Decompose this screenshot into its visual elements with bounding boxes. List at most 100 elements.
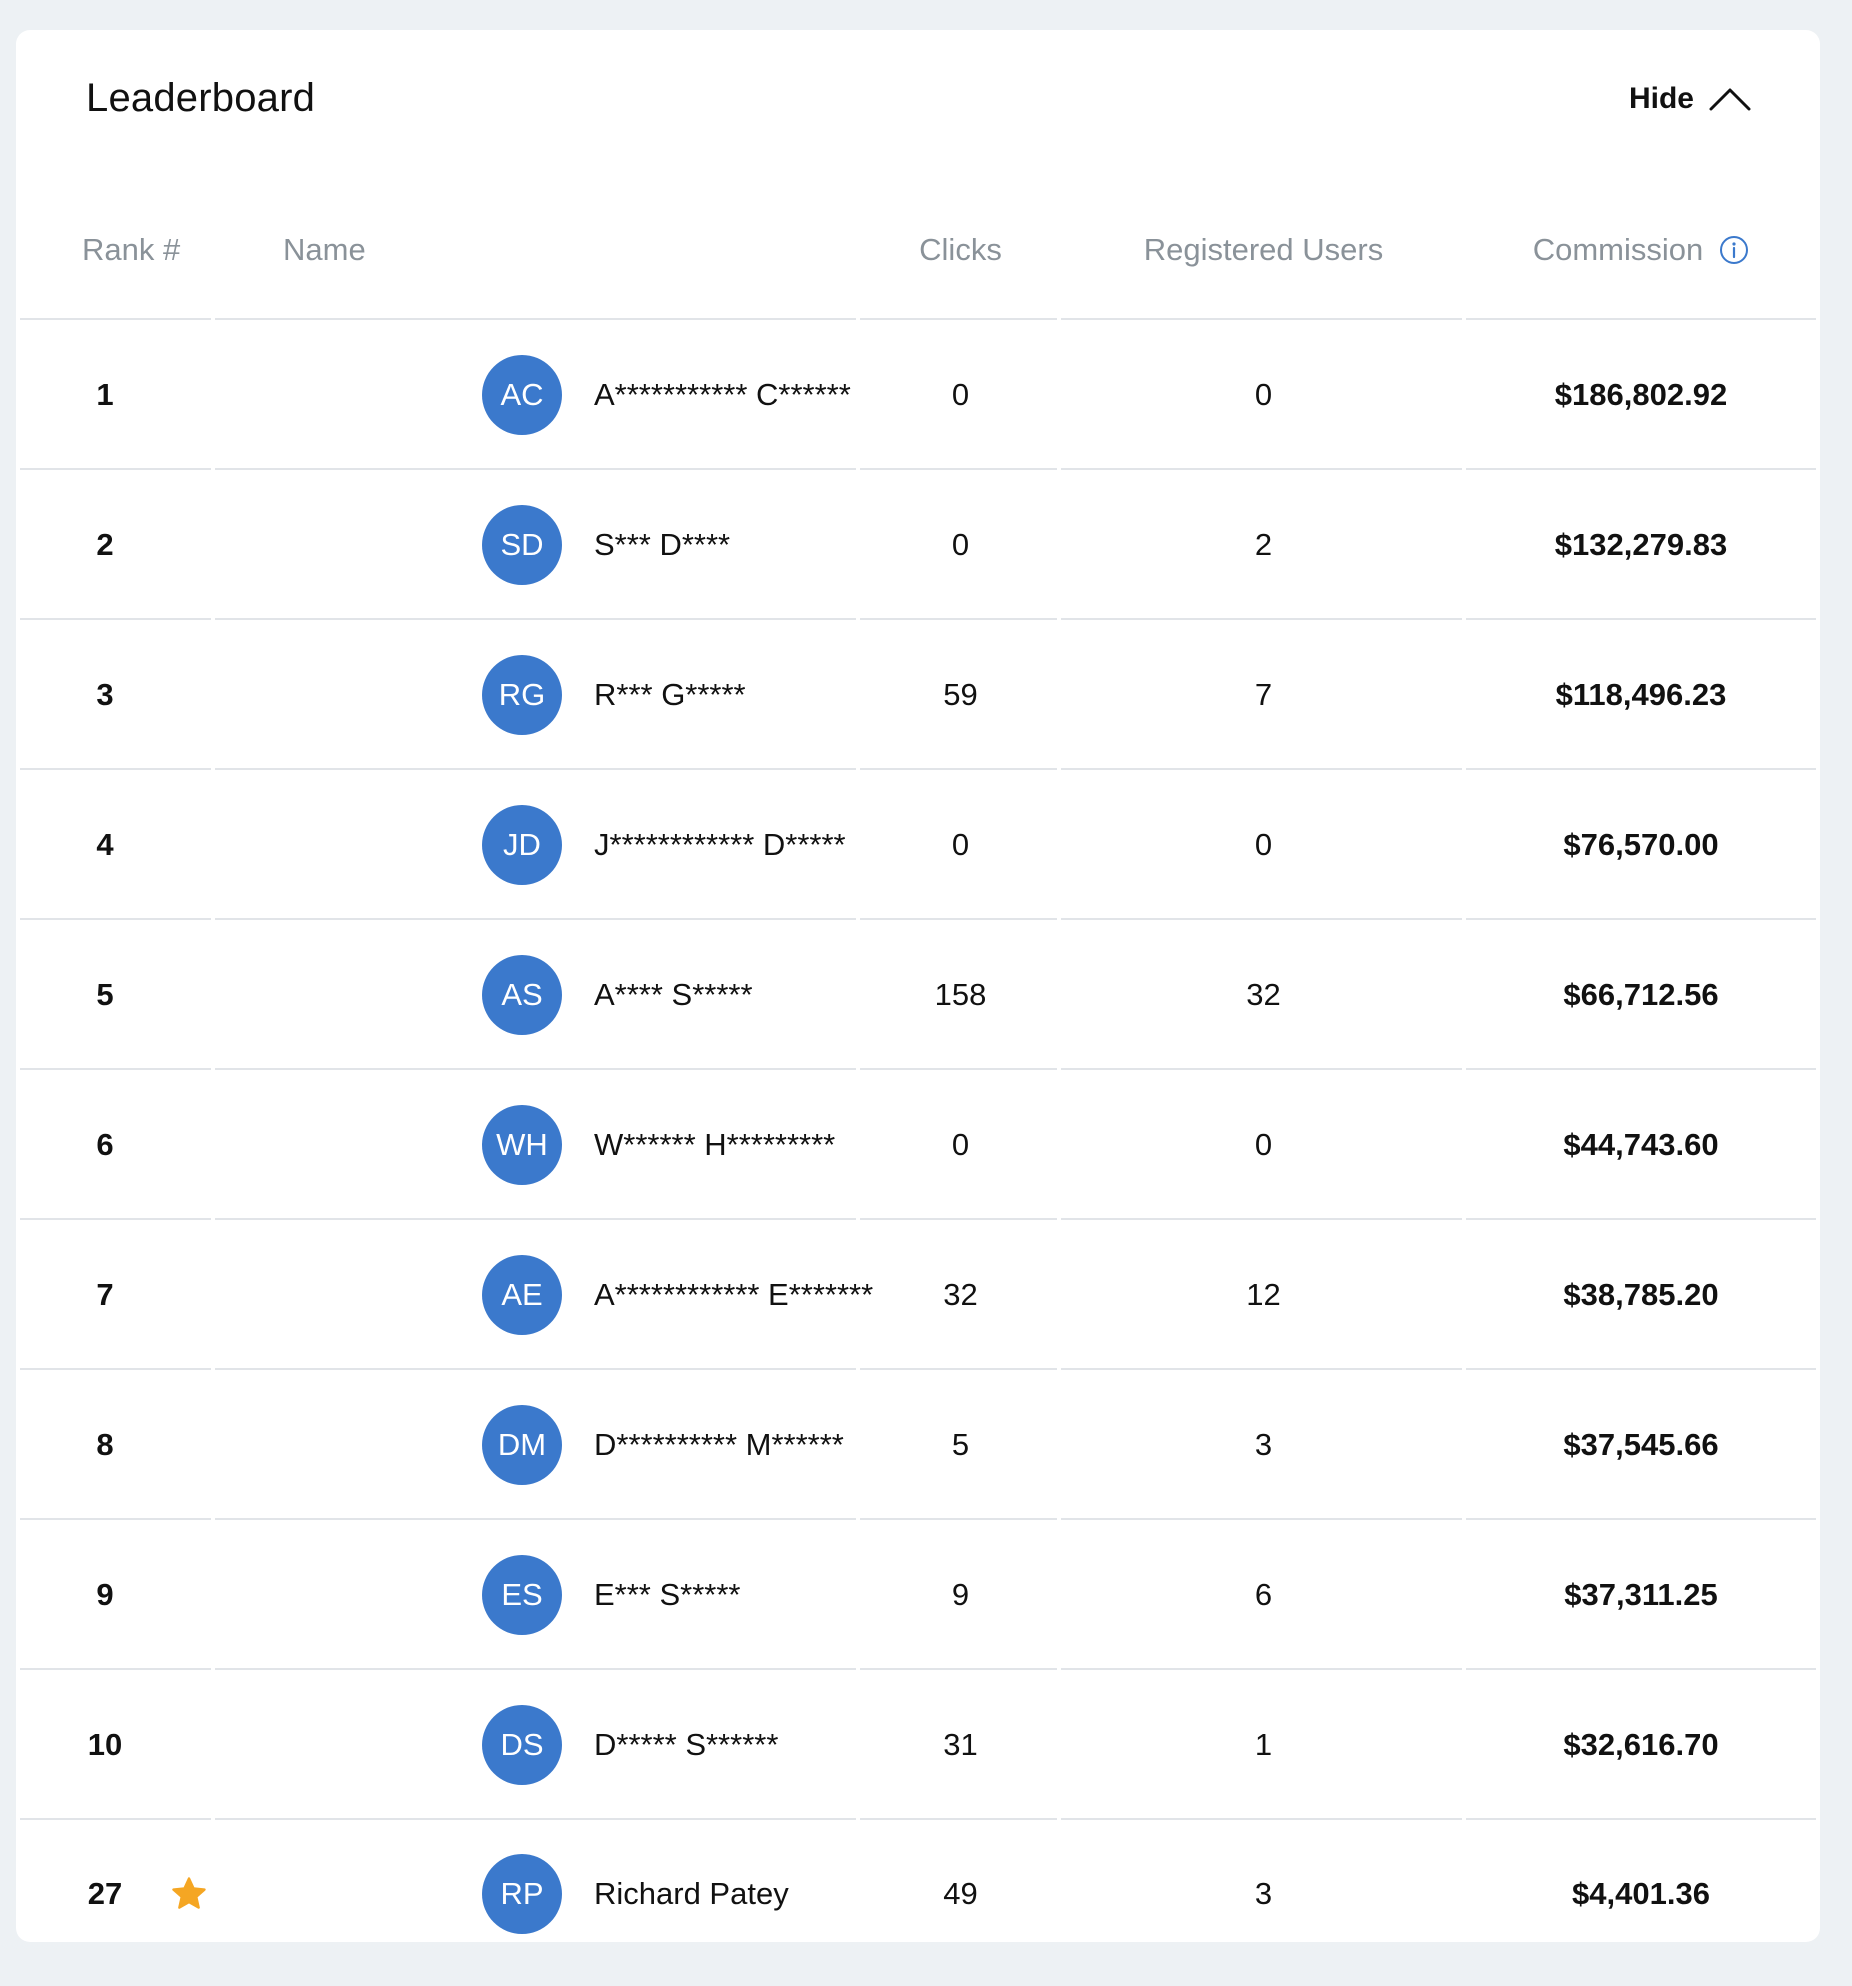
table-row-2[interactable]: 2 SD S*** D**** 0 2 $132,279.83 — [20, 470, 1816, 620]
hide-label: Hide — [1628, 82, 1694, 115]
clicks-value: 0 — [951, 827, 970, 862]
commission-cell: $186,802.92 — [1466, 320, 1816, 470]
commission-cell: $118,496.23 — [1466, 620, 1816, 770]
user-name: R*** G***** — [594, 677, 746, 712]
commission-cell: $76,570.00 — [1466, 770, 1816, 920]
clicks-cell: 5 — [860, 1370, 1061, 1520]
table-row-1[interactable]: 1 AC A*********** C****** 0 0 $186,802.9… — [20, 320, 1816, 470]
avatar: RP — [482, 1854, 562, 1934]
table-row-27[interactable]: 27 RP Richard Patey 49 3 $4,401.36 — [20, 1820, 1816, 1968]
registered-users-cell: 1 — [1061, 1670, 1466, 1820]
column-header-rank-label: Rank # — [82, 232, 181, 267]
registered-users-cell: 0 — [1061, 320, 1466, 470]
user-name: A************ E******* — [594, 1277, 874, 1312]
rank-value: 2 — [96, 527, 114, 562]
rank-cell: 1 — [20, 320, 215, 470]
table-row-10[interactable]: 10 DS D***** S****** 31 1 $32,616.70 — [20, 1670, 1816, 1820]
table-row-9[interactable]: 9 ES E*** S***** 9 6 $37,311.25 — [20, 1520, 1816, 1670]
registered-users-value: 32 — [1246, 977, 1281, 1012]
registered-users-value: 0 — [1254, 1127, 1273, 1162]
user-name: W****** H********* — [594, 1127, 836, 1162]
rank-cell: 8 — [20, 1370, 215, 1520]
registered-users-cell: 0 — [1061, 770, 1466, 920]
clicks-cell: 59 — [860, 620, 1061, 770]
registered-users-cell: 2 — [1061, 470, 1466, 620]
registered-users-cell: 3 — [1061, 1820, 1466, 1968]
commission-value: $66,712.56 — [1563, 977, 1719, 1012]
column-header-name: Name — [215, 180, 860, 320]
commission-cell: $37,545.66 — [1466, 1370, 1816, 1520]
clicks-value: 31 — [943, 1727, 978, 1762]
column-header-registered-users: Registered Users — [1061, 180, 1466, 320]
table-row-5[interactable]: 5 AS A**** S***** 158 32 $66,712.56 — [20, 920, 1816, 1070]
rank-value: 6 — [96, 1127, 114, 1162]
leaderboard-table: Rank # Name Clicks Registered Users Comm… — [20, 180, 1816, 1968]
rank-cell: 7 — [20, 1220, 215, 1370]
commission-cell: $44,743.60 — [1466, 1070, 1816, 1220]
user-name: D********** M****** — [594, 1427, 844, 1462]
clicks-cell: 49 — [860, 1820, 1061, 1968]
table-row-4[interactable]: 4 JD J************ D***** 0 0 $76,570.00 — [20, 770, 1816, 920]
table-header: Rank # Name Clicks Registered Users Comm… — [20, 180, 1816, 320]
clicks-value: 0 — [951, 377, 970, 412]
registered-users-cell: 0 — [1061, 1070, 1466, 1220]
user-name: A**** S***** — [594, 977, 753, 1012]
rank-value: 7 — [96, 1277, 114, 1312]
commission-value: $76,570.00 — [1563, 827, 1719, 862]
commission-value: $132,279.83 — [1554, 527, 1728, 562]
avatar: JD — [482, 805, 562, 885]
user-name: S*** D**** — [594, 527, 731, 562]
column-header-clicks-label: Clicks — [919, 232, 1002, 267]
clicks-value: 32 — [943, 1277, 978, 1312]
table-row-3[interactable]: 3 RG R*** G***** 59 7 $118,496.23 — [20, 620, 1816, 770]
table-row-6[interactable]: 6 WH W****** H********* 0 0 $44,743.60 — [20, 1070, 1816, 1220]
clicks-value: 5 — [951, 1427, 970, 1462]
column-header-commission: Commission — [1466, 180, 1816, 320]
commission-value: $44,743.60 — [1563, 1127, 1719, 1162]
commission-value: $186,802.92 — [1554, 377, 1728, 412]
registered-users-value: 3 — [1254, 1876, 1273, 1911]
clicks-cell: 0 — [860, 1070, 1061, 1220]
rank-value: 9 — [96, 1577, 114, 1612]
clicks-value: 9 — [951, 1577, 970, 1612]
name-cell: WH W****** H********* — [215, 1070, 860, 1220]
registered-users-value: 2 — [1254, 527, 1273, 562]
clicks-value: 49 — [943, 1876, 978, 1911]
commission-value: $38,785.20 — [1563, 1277, 1719, 1312]
registered-users-cell: 3 — [1061, 1370, 1466, 1520]
clicks-cell: 32 — [860, 1220, 1061, 1370]
clicks-value: 158 — [934, 977, 987, 1012]
commission-cell: $38,785.20 — [1466, 1220, 1816, 1370]
name-cell: DS D***** S****** — [215, 1670, 860, 1820]
commission-cell: $37,311.25 — [1466, 1520, 1816, 1670]
table-row-7[interactable]: 7 AE A************ E******* 32 12 $38,78… — [20, 1220, 1816, 1370]
commission-cell: $4,401.36 — [1466, 1820, 1816, 1968]
clicks-cell: 31 — [860, 1670, 1061, 1820]
table-body: 1 AC A*********** C****** 0 0 $186,802.9… — [20, 320, 1816, 1968]
name-cell: RP Richard Patey — [215, 1820, 860, 1968]
registered-users-value: 6 — [1254, 1577, 1273, 1612]
rank-value: 10 — [87, 1727, 123, 1762]
name-cell: RG R*** G***** — [215, 620, 860, 770]
avatar: WH — [482, 1105, 562, 1185]
table-row-8[interactable]: 8 DM D********** M****** 5 3 $37,545.66 — [20, 1370, 1816, 1520]
user-name: J************ D***** — [594, 827, 846, 862]
name-cell: AC A*********** C****** — [215, 320, 860, 470]
user-name: A*********** C****** — [594, 377, 851, 412]
info-icon[interactable] — [1719, 235, 1749, 265]
commission-value: $37,545.66 — [1563, 1427, 1719, 1462]
name-cell: AS A**** S***** — [215, 920, 860, 1070]
registered-users-value: 1 — [1254, 1727, 1273, 1762]
page-title: Leaderboard — [86, 76, 316, 120]
registered-users-value: 3 — [1254, 1427, 1273, 1462]
rank-cell: 2 — [20, 470, 215, 620]
hide-button[interactable]: Hide — [1629, 82, 1752, 116]
user-name: Richard Patey — [594, 1876, 789, 1911]
avatar: DM — [482, 1405, 562, 1485]
rank-value: 8 — [96, 1427, 114, 1462]
rank-cell: 6 — [20, 1070, 215, 1220]
avatar: AE — [482, 1255, 562, 1335]
name-cell: ES E*** S***** — [215, 1520, 860, 1670]
registered-users-value: 12 — [1246, 1277, 1281, 1312]
clicks-cell: 0 — [860, 470, 1061, 620]
